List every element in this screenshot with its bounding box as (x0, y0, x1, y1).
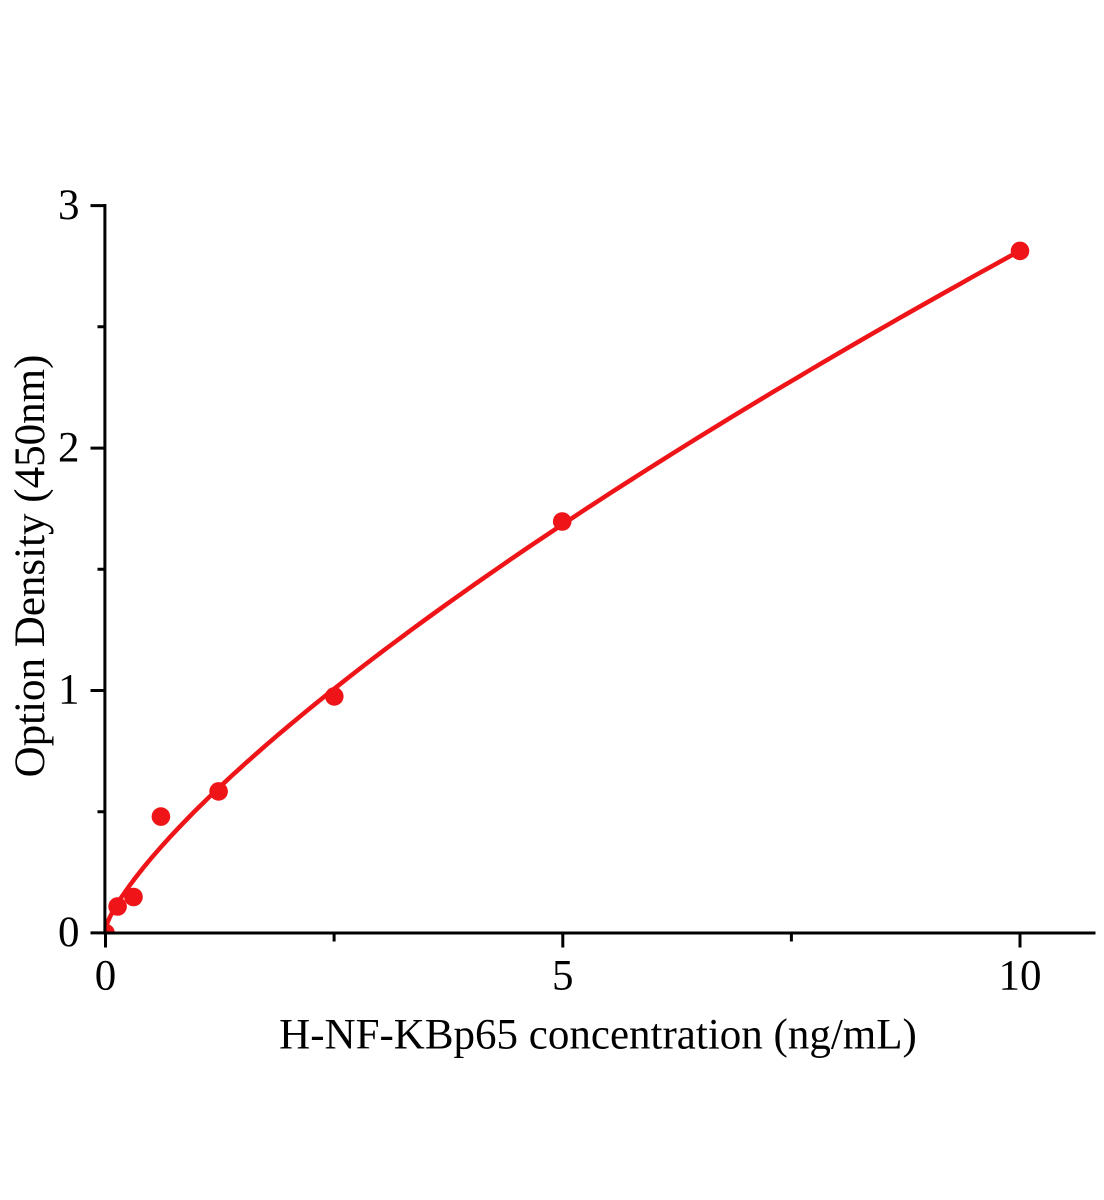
svg-text:H-NF-KBp65 concentration (ng/m: H-NF-KBp65 concentration (ng/mL) (279, 1012, 917, 1059)
svg-text:2: 2 (58, 424, 80, 471)
svg-text:Option Density (450nm): Option Density (450nm) (7, 355, 54, 778)
svg-text:3: 3 (58, 182, 80, 229)
svg-text:10: 10 (999, 953, 1042, 1000)
svg-text:1: 1 (58, 667, 80, 714)
svg-text:0: 0 (58, 909, 80, 956)
svg-text:0: 0 (95, 953, 117, 1000)
svg-text:5: 5 (552, 953, 574, 1000)
